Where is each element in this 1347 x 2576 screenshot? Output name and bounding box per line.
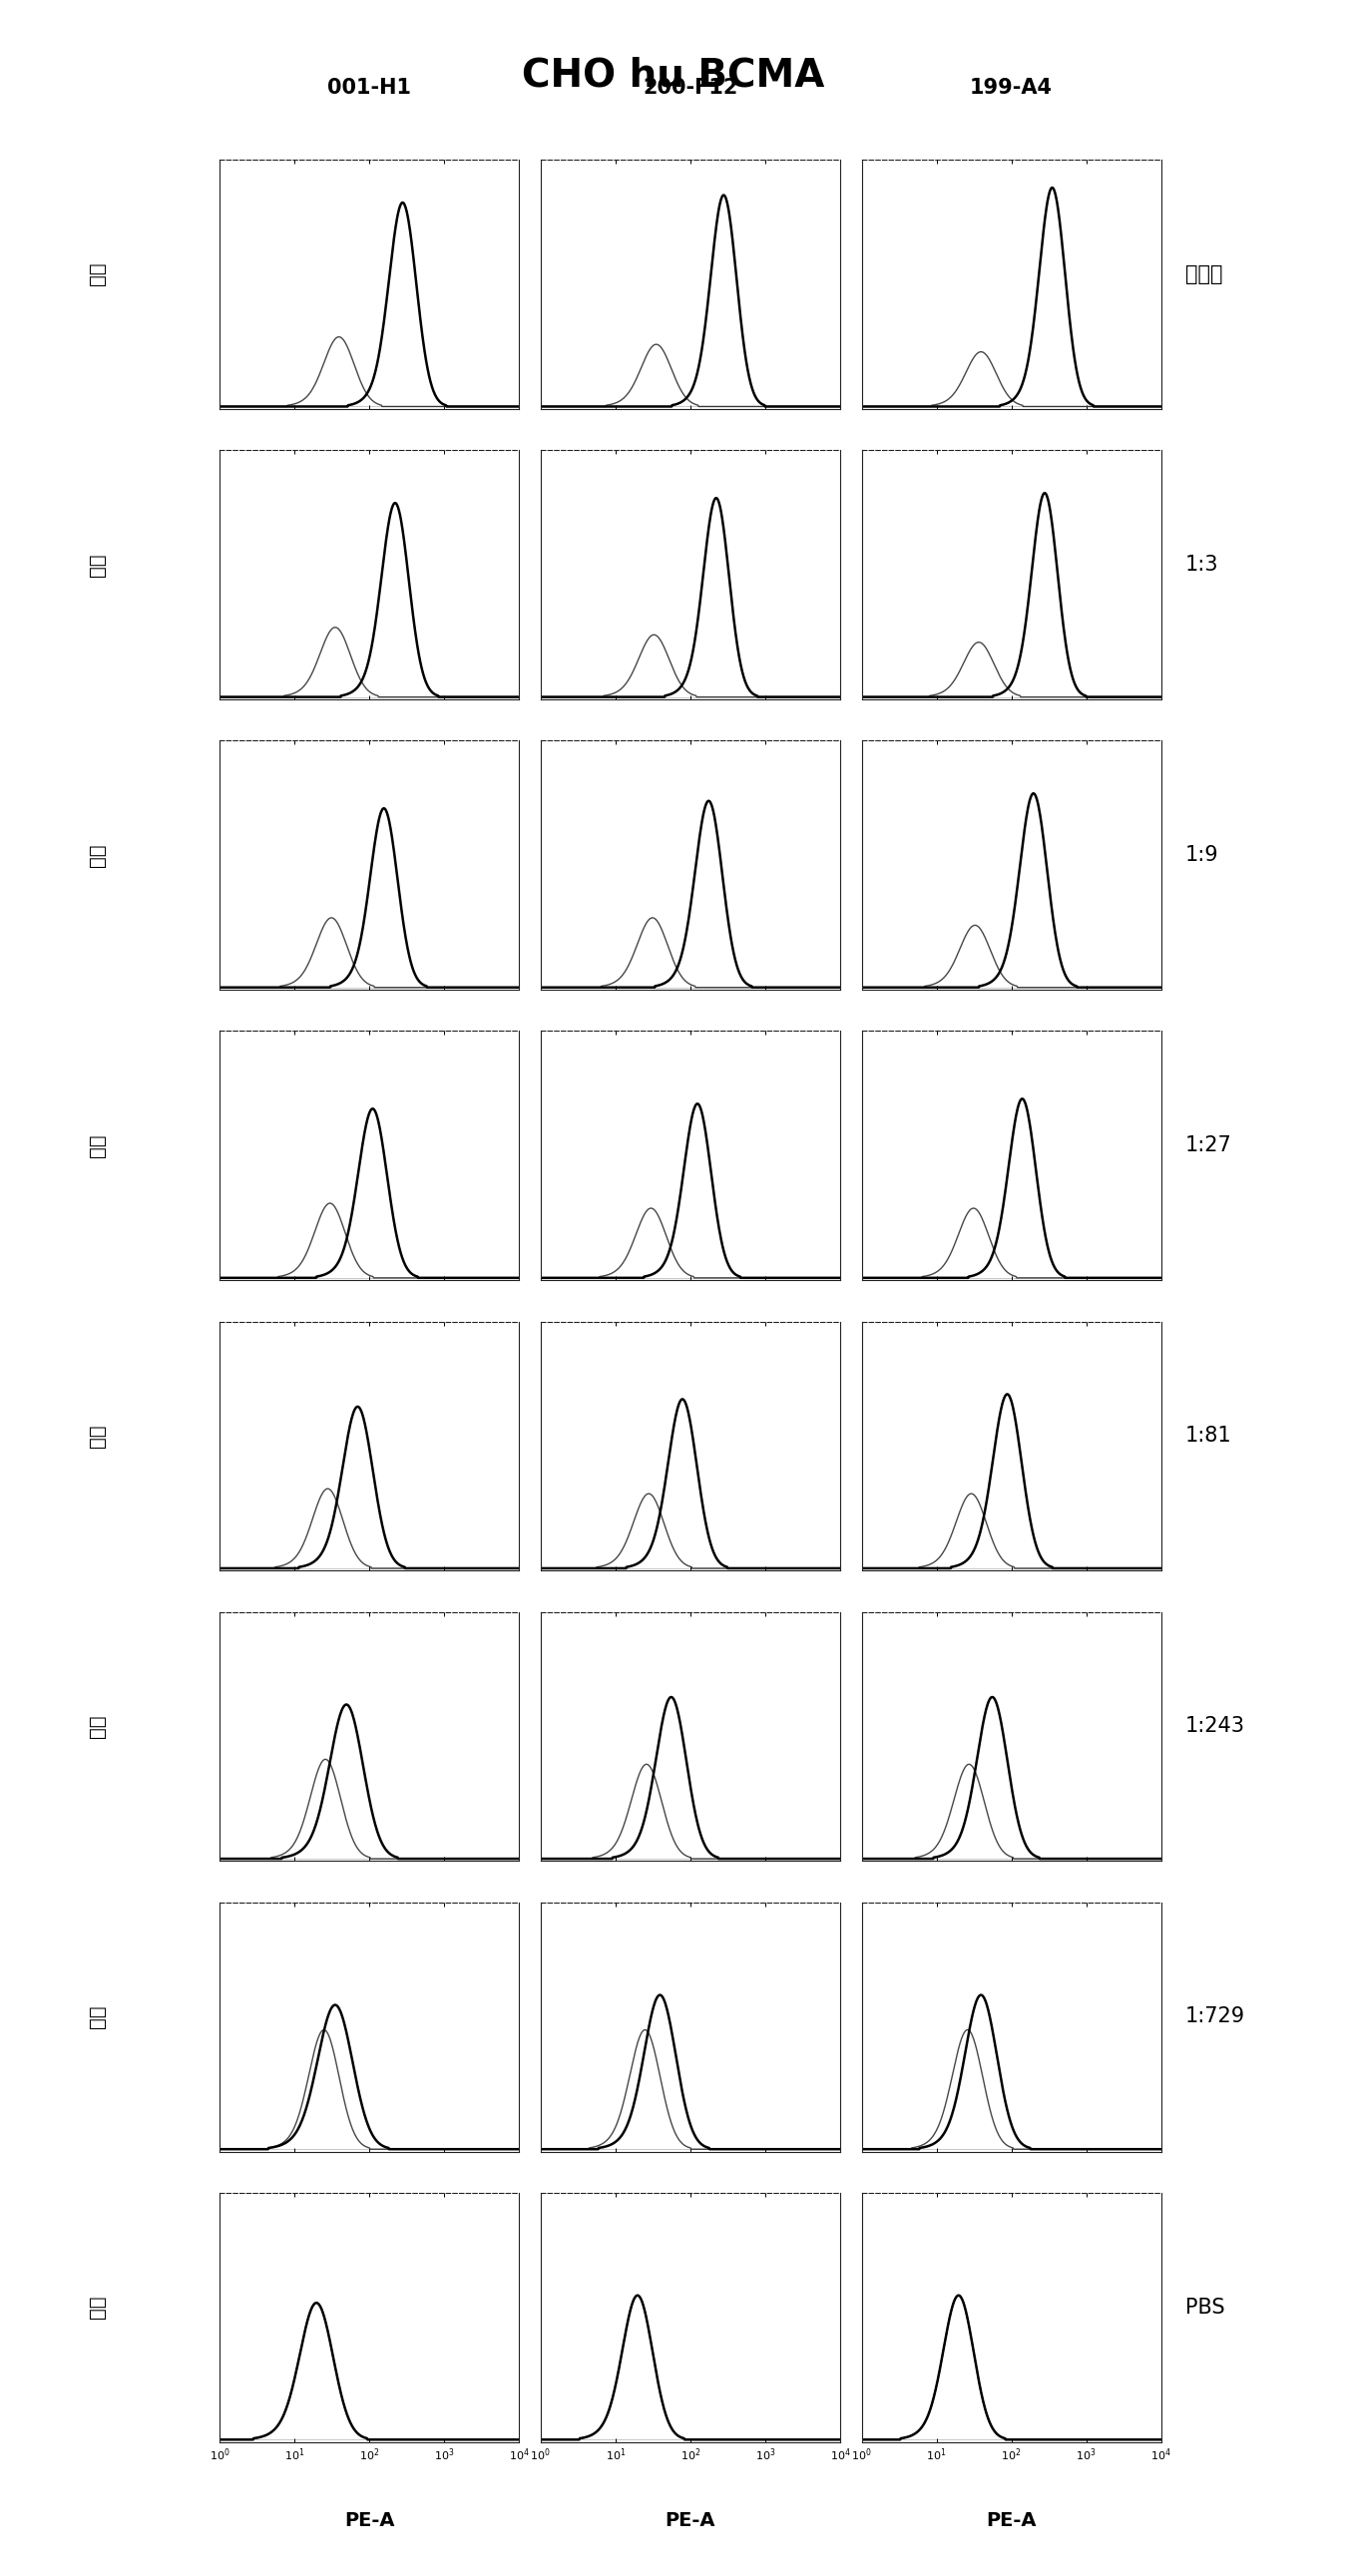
Text: 计数: 计数 <box>88 554 106 577</box>
Text: 计数: 计数 <box>88 1425 106 1448</box>
Text: 1:3: 1:3 <box>1185 554 1219 574</box>
Text: 1:81: 1:81 <box>1185 1427 1233 1445</box>
Text: 计数: 计数 <box>88 2295 106 2318</box>
Text: 200-F12: 200-F12 <box>643 77 738 98</box>
Text: 1:243: 1:243 <box>1185 1716 1245 1736</box>
Text: PE-A: PE-A <box>986 2512 1037 2530</box>
Text: 001-H1: 001-H1 <box>327 77 411 98</box>
Text: CHO hu BCMA: CHO hu BCMA <box>523 57 824 95</box>
Text: 计数: 计数 <box>88 1716 106 1739</box>
Text: PBS: PBS <box>1185 2298 1224 2316</box>
Text: 未稺释: 未稺释 <box>1185 265 1223 283</box>
Text: 计数: 计数 <box>88 263 106 286</box>
Text: 计数: 计数 <box>88 1133 106 1157</box>
Text: 计数: 计数 <box>88 2004 106 2027</box>
Text: 1:9: 1:9 <box>1185 845 1219 866</box>
Text: PE-A: PE-A <box>665 2512 715 2530</box>
Text: 199-A4: 199-A4 <box>970 77 1053 98</box>
Text: 计数: 计数 <box>88 842 106 866</box>
Text: PE-A: PE-A <box>343 2512 395 2530</box>
Text: 1:729: 1:729 <box>1185 2007 1246 2027</box>
Text: 1:27: 1:27 <box>1185 1136 1233 1154</box>
